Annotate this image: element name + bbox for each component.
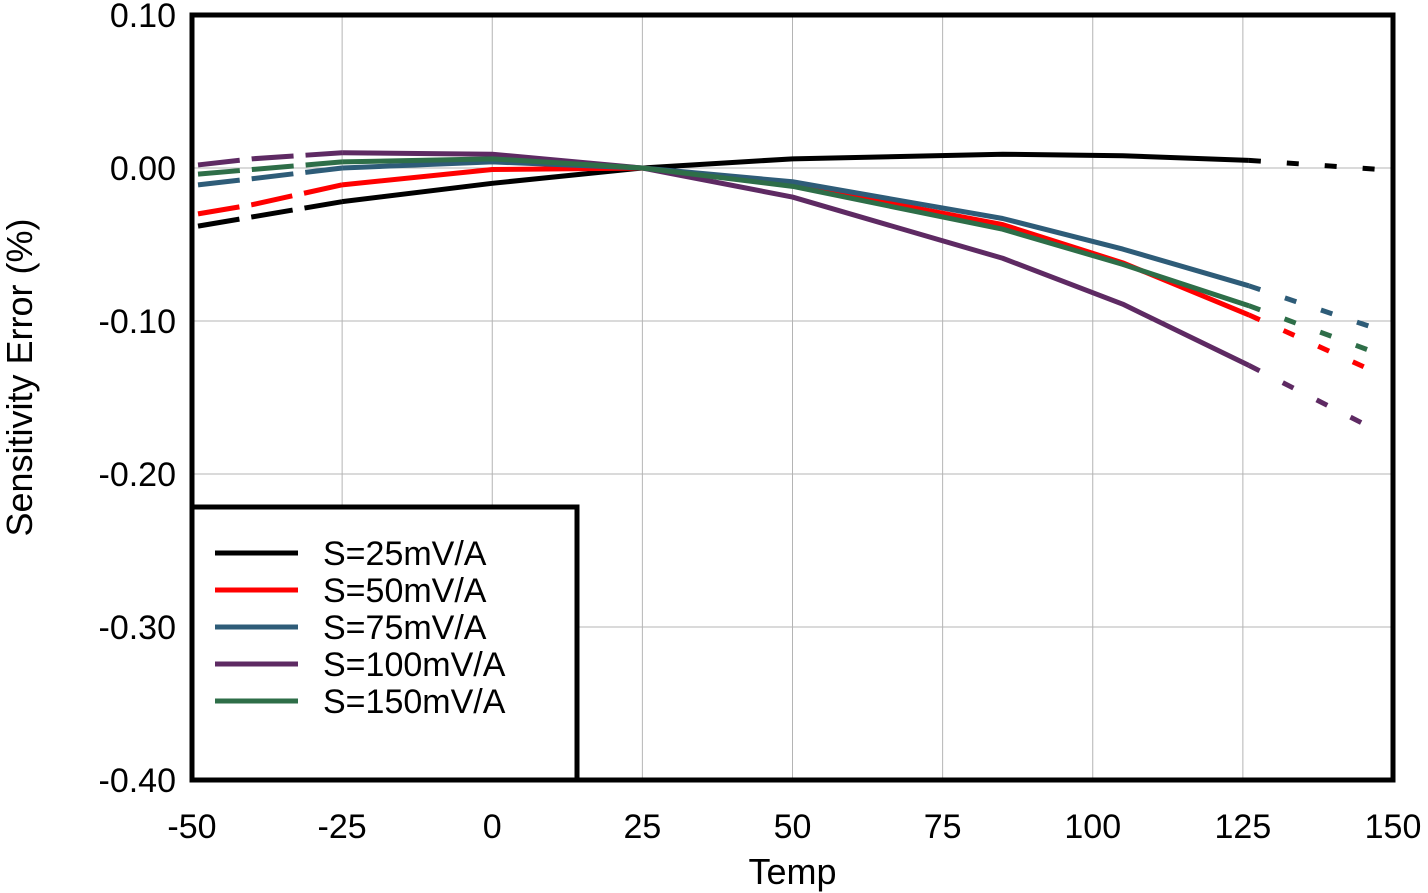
plot-frame: [189, 12, 1396, 783]
x-tick-label: 125: [1215, 808, 1272, 846]
x-tick-label: 150: [1365, 808, 1422, 846]
x-tick-label: -50: [167, 808, 216, 846]
legend-label: S=150mV/A: [323, 683, 506, 721]
series-line: [342, 159, 1250, 289]
series-line: [341, 165, 1250, 318]
series-0: [197, 151, 1382, 229]
x-tick-label: -25: [318, 808, 367, 846]
x-tick-label: 0: [483, 808, 502, 846]
series-line: [341, 151, 1249, 205]
series-line-extrap-high: [1248, 283, 1382, 333]
x-tick-label: 50: [774, 808, 812, 846]
y-tick-label: 0.10: [110, 0, 176, 35]
series-layer: [197, 150, 1383, 435]
series-4: [197, 156, 1382, 358]
legend-label: S=100mV/A: [323, 646, 506, 684]
series-3: [197, 150, 1383, 435]
x-tick-label: 25: [623, 808, 661, 846]
series-line-extrap-low: [197, 150, 343, 168]
legend-label: S=50mV/A: [323, 572, 487, 610]
y-tick-label: -0.20: [99, 456, 177, 494]
legend-label: S=25mV/A: [323, 535, 487, 573]
x-tick-label: 100: [1064, 808, 1121, 846]
y-tick-label: -0.10: [99, 303, 177, 341]
series-line-extrap-high: [1248, 303, 1382, 358]
series-line: [342, 150, 1250, 368]
x-tick-labels: -50 -25 0 25 50 75 100 125 150: [167, 808, 1421, 846]
series-line-extrap-high: [1247, 312, 1383, 377]
y-axis-title: Sensitivity Error (%): [0, 218, 40, 536]
y-tick-label: -0.30: [99, 609, 177, 647]
y-tick-label: -0.40: [99, 762, 177, 800]
legend-label: S=75mV/A: [323, 609, 487, 647]
series-line-extrap-high: [1247, 363, 1383, 435]
x-axis-title: Temp: [748, 851, 836, 892]
y-tick-label: 0.00: [110, 150, 176, 188]
series-line-extrap-low: [197, 199, 343, 229]
x-tick-label: 75: [924, 808, 962, 846]
y-tick-labels: 0.10 0.00 -0.10 -0.20 -0.30 -0.40: [99, 0, 177, 800]
series-line-extrap-low: [197, 159, 343, 177]
series-line: [342, 156, 1250, 309]
legend: S=25mV/AS=50mV/AS=75mV/AS=100mV/AS=150mV…: [189, 504, 580, 783]
series-line-extrap-low: [197, 182, 343, 217]
series-2: [197, 159, 1382, 333]
series-line-extrap-low: [197, 165, 343, 188]
